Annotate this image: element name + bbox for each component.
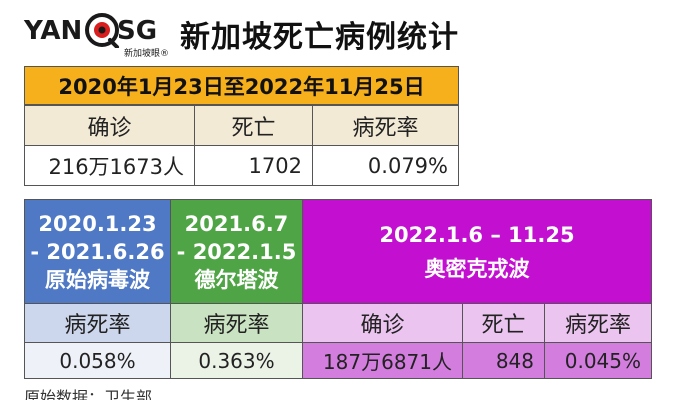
omicron-wave-period: 2022.1.6 – 11.25: [379, 222, 575, 247]
overall-period-header: 2020年1月23日至2022年11月25日: [24, 66, 459, 105]
delta-wave-period-start: 2021.6.7: [184, 211, 289, 236]
omicron-fatality-value: 0.045%: [544, 342, 652, 379]
delta-wave-period-end: - 2022.1.5: [176, 239, 297, 264]
omicron-deaths-value: 848: [462, 342, 545, 379]
omicron-deaths-header: 死亡: [462, 303, 545, 343]
original-wave-header: 2020.1.23 - 2021.6.26 原始病毒波: [24, 199, 171, 304]
logo-text-left: YAN: [24, 16, 83, 46]
original-wave-fatality-value: 0.058%: [24, 342, 171, 379]
original-wave-period-end: - 2021.6.26: [30, 239, 165, 264]
eye-logo-icon: [85, 13, 119, 48]
data-source-note: 原始数据：卫生部: [24, 388, 153, 400]
omicron-wave-header: 2022.1.6 – 11.25 奥密克戎波: [302, 199, 652, 304]
original-wave-name: 原始病毒波: [45, 267, 150, 292]
logo-text-right: SG: [117, 16, 158, 46]
logo-subtitle: 新加坡眼®: [124, 49, 170, 59]
delta-wave-fatality-header: 病死率: [170, 303, 303, 343]
overall-confirmed-value: 216万1673人: [24, 145, 195, 186]
delta-wave-fatality-value: 0.363%: [170, 342, 303, 379]
overall-deaths-header: 死亡: [194, 105, 313, 146]
omicron-fatality-header: 病死率: [544, 303, 652, 343]
delta-wave-header: 2021.6.7 - 2022.1.5 德尔塔波: [170, 199, 303, 304]
overall-deaths-value: 1702: [194, 145, 313, 186]
omicron-confirmed-value: 187万6871人: [302, 342, 463, 379]
overall-fatality-rate-header: 病死率: [312, 105, 459, 146]
omicron-wave-name: 奥密克戎波: [424, 256, 530, 281]
delta-wave-name: 德尔塔波: [194, 267, 279, 292]
original-wave-period-start: 2020.1.23: [38, 211, 157, 236]
overall-fatality-rate-value: 0.079%: [312, 145, 459, 186]
omicron-confirmed-header: 确诊: [302, 303, 463, 343]
original-wave-fatality-header: 病死率: [24, 303, 171, 343]
yanosg-logo: YAN SG 新加坡眼®: [24, 6, 174, 62]
page-title: 新加坡死亡病例统计: [180, 20, 459, 55]
overall-confirmed-header: 确诊: [24, 105, 195, 146]
